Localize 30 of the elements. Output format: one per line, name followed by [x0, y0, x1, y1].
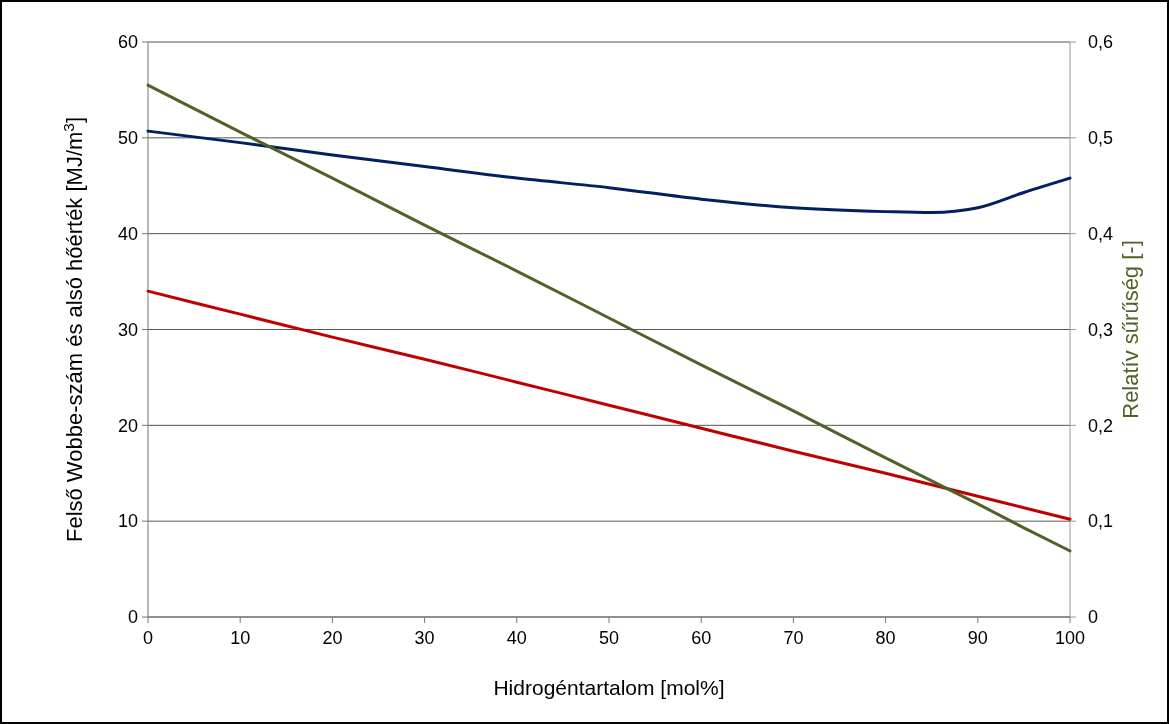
- y-tick-label: 0: [127, 607, 138, 628]
- x-tick-label: 10: [230, 628, 251, 648]
- y2-tick-label: 0: [1088, 607, 1099, 628]
- x-axis-title: Hidrogéntartalom [mol%]: [493, 676, 725, 699]
- y2-axis-title: Relatív sűrűség [-]: [1118, 240, 1143, 419]
- x-tick-label: 100: [1054, 628, 1086, 648]
- y2-tick-label: 0,3: [1088, 319, 1114, 340]
- y2-tick-label: 0,4: [1088, 223, 1114, 244]
- line-series: [146, 289, 1072, 521]
- x-tick-label: 80: [875, 628, 896, 648]
- y-tick-label: 50: [117, 128, 138, 149]
- line-series: [146, 83, 1072, 553]
- x-tick-label: 30: [414, 628, 435, 648]
- y2-tick-label: 0,2: [1088, 415, 1114, 436]
- y-tick-label: 20: [117, 415, 138, 436]
- x-tick-label: 50: [598, 628, 620, 648]
- y2-tick-label: 0,6: [1088, 32, 1114, 53]
- x-tick-label: 40: [506, 628, 527, 648]
- x-tick-label: 60: [691, 628, 712, 648]
- y-tick-label: 10: [117, 511, 138, 532]
- y2-tick-label: 0,1: [1088, 511, 1114, 532]
- y2-tick-label: 0,5: [1088, 128, 1114, 149]
- y-tick-label: 30: [117, 319, 138, 340]
- x-tick-label: 20: [322, 628, 343, 648]
- line-series: [146, 129, 1072, 215]
- y-tick-label: 60: [117, 32, 138, 53]
- x-tick-label: 90: [967, 628, 988, 648]
- x-tick-label: 70: [783, 628, 804, 648]
- x-tick-label: 0: [142, 628, 154, 648]
- y-tick-label: 40: [117, 223, 138, 244]
